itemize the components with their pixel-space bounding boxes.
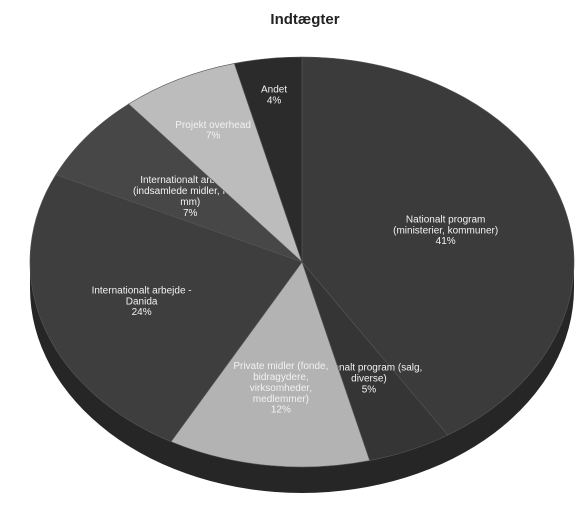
value-label: 7%	[206, 131, 221, 142]
slice-label: Nationalt program (ministerier, kommuner)	[393, 214, 498, 236]
value-label: 5%	[362, 384, 377, 395]
pie-slice	[170, 261, 371, 468]
pie-slice	[29, 174, 303, 443]
slice-label: Nationalt program (salg, diverse)	[316, 362, 423, 384]
slice-label: Andet	[261, 84, 287, 95]
pie-slice	[55, 103, 303, 263]
slice-label: Internationalt arbejde -Danida	[92, 285, 192, 307]
slice-label: Projekt overhead	[175, 120, 251, 131]
chart-title: Indtægter	[270, 11, 339, 28]
value-label: 41%	[436, 236, 456, 247]
pie-slice	[301, 56, 575, 436]
slice-label: Internationalt arbejde -(indsamlede midl…	[133, 175, 248, 208]
value-label: 24%	[132, 307, 152, 318]
pie-slice	[128, 63, 303, 263]
slice-label: Private midler (fonde, bidragydere, virkso…	[233, 361, 328, 405]
value-label: 12%	[271, 405, 291, 416]
value-label: 7%	[183, 208, 198, 219]
pie-slice	[233, 56, 303, 263]
value-label: 4%	[267, 95, 282, 106]
